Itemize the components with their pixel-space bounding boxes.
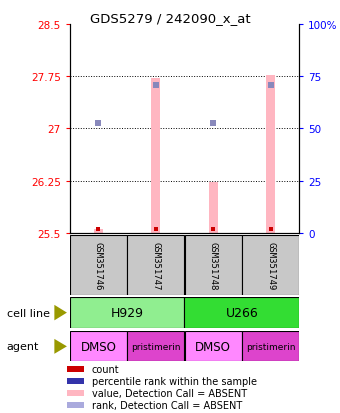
Bar [185, 332, 242, 361]
Bar [208, 183, 218, 233]
Bar [185, 235, 242, 295]
Text: pristimerin: pristimerin [246, 342, 295, 351]
Text: DMSO: DMSO [195, 340, 231, 353]
Bar [127, 332, 184, 361]
Bar [67, 390, 84, 396]
Bar [127, 235, 184, 295]
Text: rank, Detection Call = ABSENT: rank, Detection Call = ABSENT [92, 400, 242, 410]
Text: GSM351746: GSM351746 [94, 241, 103, 290]
Bar [242, 332, 299, 361]
Text: GSM351748: GSM351748 [209, 241, 218, 290]
Text: H929: H929 [110, 306, 143, 319]
Bar [70, 235, 127, 295]
Bar [151, 79, 160, 233]
Text: percentile rank within the sample: percentile rank within the sample [92, 376, 257, 386]
Bar [67, 366, 84, 372]
Bar [266, 76, 275, 233]
Bar [67, 402, 84, 408]
Text: DMSO: DMSO [81, 340, 116, 353]
Bar [70, 297, 184, 328]
Bar [70, 332, 127, 361]
Text: U266: U266 [225, 306, 258, 319]
Bar [242, 235, 299, 295]
Text: GSM351749: GSM351749 [266, 241, 275, 290]
Bar [94, 229, 103, 233]
Text: count: count [92, 364, 119, 374]
Polygon shape [54, 305, 67, 320]
Text: cell line: cell line [7, 308, 50, 318]
Text: GSM351747: GSM351747 [151, 241, 160, 290]
Text: pristimerin: pristimerin [131, 342, 181, 351]
Text: value, Detection Call = ABSENT: value, Detection Call = ABSENT [92, 388, 247, 398]
Bar [184, 297, 299, 328]
Text: GDS5279 / 242090_x_at: GDS5279 / 242090_x_at [90, 12, 250, 24]
Bar [67, 378, 84, 384]
Polygon shape [54, 339, 67, 354]
Text: agent: agent [7, 342, 39, 351]
